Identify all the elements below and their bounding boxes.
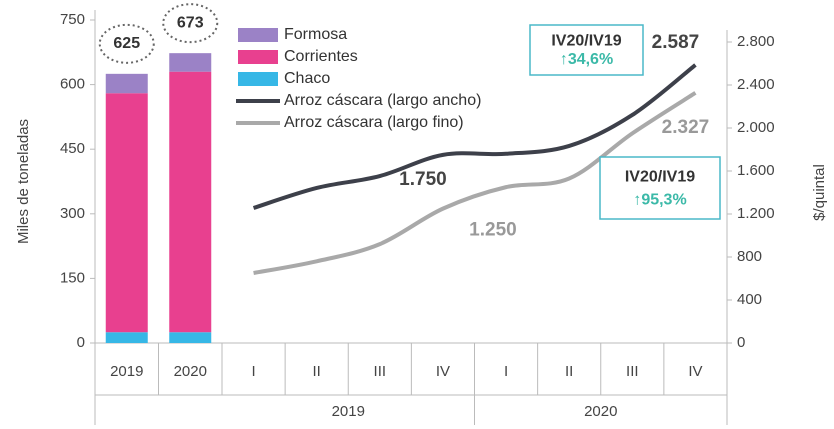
legend-swatch bbox=[238, 72, 278, 86]
x-tick-label: 2020 bbox=[174, 363, 207, 380]
y2-tick-label: 800 bbox=[737, 248, 762, 265]
y-tick-label: 300 bbox=[60, 205, 85, 222]
legend-swatch bbox=[238, 50, 278, 64]
x-tick-label: IV bbox=[688, 363, 702, 380]
bar-segment bbox=[105, 332, 148, 343]
x-tick-label: III bbox=[374, 363, 387, 380]
y2-tick-label: 0 bbox=[737, 334, 745, 351]
total-circle bbox=[98, 23, 155, 64]
x-tick-label: 2019 bbox=[110, 363, 143, 380]
y-axis-label: Miles de toneladas bbox=[15, 119, 32, 244]
x-tick-label: IV bbox=[436, 363, 450, 380]
y-tick-label: 600 bbox=[60, 76, 85, 93]
y-tick-label: 0 bbox=[77, 334, 85, 351]
group-label: 2020 bbox=[584, 403, 617, 420]
data-label: 1.750 bbox=[399, 169, 447, 190]
y-tick-label: 450 bbox=[60, 140, 85, 157]
bar-segment bbox=[169, 71, 212, 333]
x-tick-label: III bbox=[626, 363, 639, 380]
y-tick-label: 750 bbox=[60, 11, 85, 28]
y-tick-label: 150 bbox=[60, 269, 85, 286]
legend-label: Arroz cáscara (largo fino) bbox=[284, 114, 464, 131]
data-label: 2.327 bbox=[662, 117, 710, 138]
y2-axis-label: $/quintal bbox=[811, 164, 828, 221]
total-label: 625 bbox=[113, 35, 140, 52]
bar-segment bbox=[105, 93, 148, 333]
legend-swatch bbox=[238, 28, 278, 42]
y2-tick-label: 2.400 bbox=[737, 76, 775, 93]
legend-label: Arroz cáscara (largo ancho) bbox=[284, 92, 481, 109]
line bbox=[252, 63, 697, 210]
y2-tick-label: 400 bbox=[737, 291, 762, 308]
y2-tick-label: 1.200 bbox=[737, 205, 775, 222]
line bbox=[253, 91, 697, 275]
x-tick-label: II bbox=[565, 363, 573, 380]
bar-segment bbox=[169, 332, 212, 343]
y2-tick-label: 2.000 bbox=[737, 119, 775, 136]
x-tick-label: I bbox=[504, 363, 508, 380]
legend-label: Chaco bbox=[284, 70, 330, 87]
data-label: 2.587 bbox=[652, 32, 700, 53]
total-label: 673 bbox=[177, 14, 204, 31]
group-label: 2019 bbox=[332, 403, 365, 420]
annotation-box bbox=[599, 156, 721, 220]
annotation-text: ↑95,3% bbox=[633, 192, 686, 209]
x-tick-label: I bbox=[251, 363, 255, 380]
data-label: 1.250 bbox=[469, 220, 517, 241]
bar-segment bbox=[105, 73, 148, 94]
legend-label: Formosa bbox=[284, 26, 347, 43]
total-circle bbox=[162, 3, 219, 44]
annotation-title: IV20/IV19 bbox=[551, 33, 621, 50]
y2-tick-label: 1.600 bbox=[737, 162, 775, 179]
annotation-box bbox=[529, 24, 644, 76]
y2-tick-label: 2.800 bbox=[737, 33, 775, 50]
annotation-text: ↑34,6% bbox=[560, 51, 613, 68]
annotation-title: IV20/IV19 bbox=[625, 169, 695, 186]
bar-segment bbox=[169, 53, 212, 72]
legend-label: Corrientes bbox=[284, 48, 358, 65]
x-tick-label: II bbox=[313, 363, 321, 380]
